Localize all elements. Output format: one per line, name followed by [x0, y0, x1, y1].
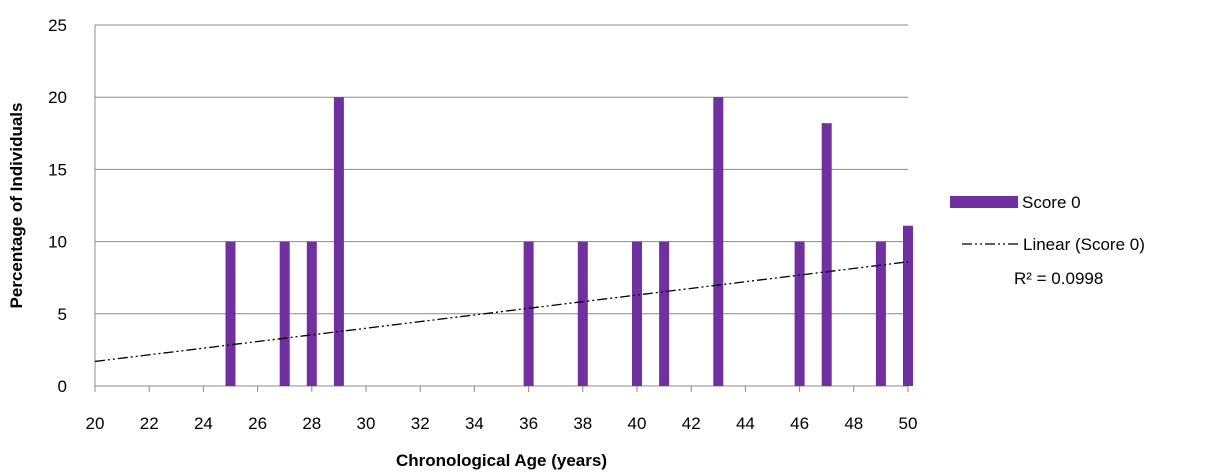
- x-tick-label-42: 42: [682, 414, 701, 433]
- bar-age-47: [821, 123, 832, 386]
- x-tick-label-22: 22: [140, 414, 159, 433]
- y-tick-label-15: 15: [48, 160, 67, 179]
- legend: Score 0 Linear (Score 0) R² = 0.0998: [950, 193, 1145, 288]
- bar-age-46: [794, 241, 805, 386]
- bar-age-41: [659, 241, 670, 386]
- x-tick-label-32: 32: [411, 414, 430, 433]
- legend-trendline-label: Linear (Score 0): [1023, 235, 1145, 254]
- trendline-group: [94, 261, 909, 363]
- legend-label-score-0: Score 0: [1022, 193, 1081, 212]
- bar-age-38: [577, 241, 588, 386]
- trendline: [94, 261, 909, 363]
- gridlines: [94, 24, 909, 392]
- bars: [225, 97, 913, 386]
- x-tick-label-34: 34: [465, 414, 484, 433]
- x-tick-labels: 20 22 24 26 28 30 32 34 36 38 40 42 44 46 48 50: [86, 414, 918, 433]
- y-axis-title: Percentage of Individuals: [7, 103, 26, 309]
- bar-age-25: [225, 241, 236, 386]
- x-tick-label-36: 36: [519, 414, 538, 433]
- y-tick-labels: 0 5 10 15 20 25: [48, 16, 67, 396]
- x-tick-label-50: 50: [899, 414, 918, 433]
- y-tick-label-5: 5: [58, 305, 67, 324]
- x-axis-title: Chronological Age (years): [396, 451, 607, 470]
- bar-age-50: [903, 225, 913, 386]
- y-tick-label-25: 25: [48, 16, 67, 35]
- x-tick-label-20: 20: [86, 414, 105, 433]
- x-tick-label-40: 40: [628, 414, 647, 433]
- y-tick-label-20: 20: [48, 88, 67, 107]
- bar-age-27: [279, 241, 290, 386]
- x-tick-label-44: 44: [736, 414, 755, 433]
- y-tick-label-0: 0: [58, 377, 67, 396]
- x-tick-label-26: 26: [248, 414, 267, 433]
- trendline-r-squared: R² = 0.0998: [1014, 269, 1103, 288]
- legend-swatch-score-0: [950, 196, 1018, 208]
- x-tick-label-48: 48: [844, 414, 863, 433]
- bar-age-29: [333, 97, 344, 386]
- x-tick-label-38: 38: [573, 414, 592, 433]
- bar-age-40: [632, 241, 642, 386]
- x-tick-label-24: 24: [194, 414, 213, 433]
- bar-age-28: [306, 241, 317, 386]
- bar-age-49: [875, 241, 886, 386]
- x-tick-label-28: 28: [302, 414, 321, 433]
- x-tick-label-46: 46: [790, 414, 809, 433]
- bar-age-43: [713, 97, 724, 386]
- bar-age-36: [523, 241, 534, 386]
- x-tick-label-30: 30: [357, 414, 376, 433]
- y-tick-label-10: 10: [48, 233, 67, 252]
